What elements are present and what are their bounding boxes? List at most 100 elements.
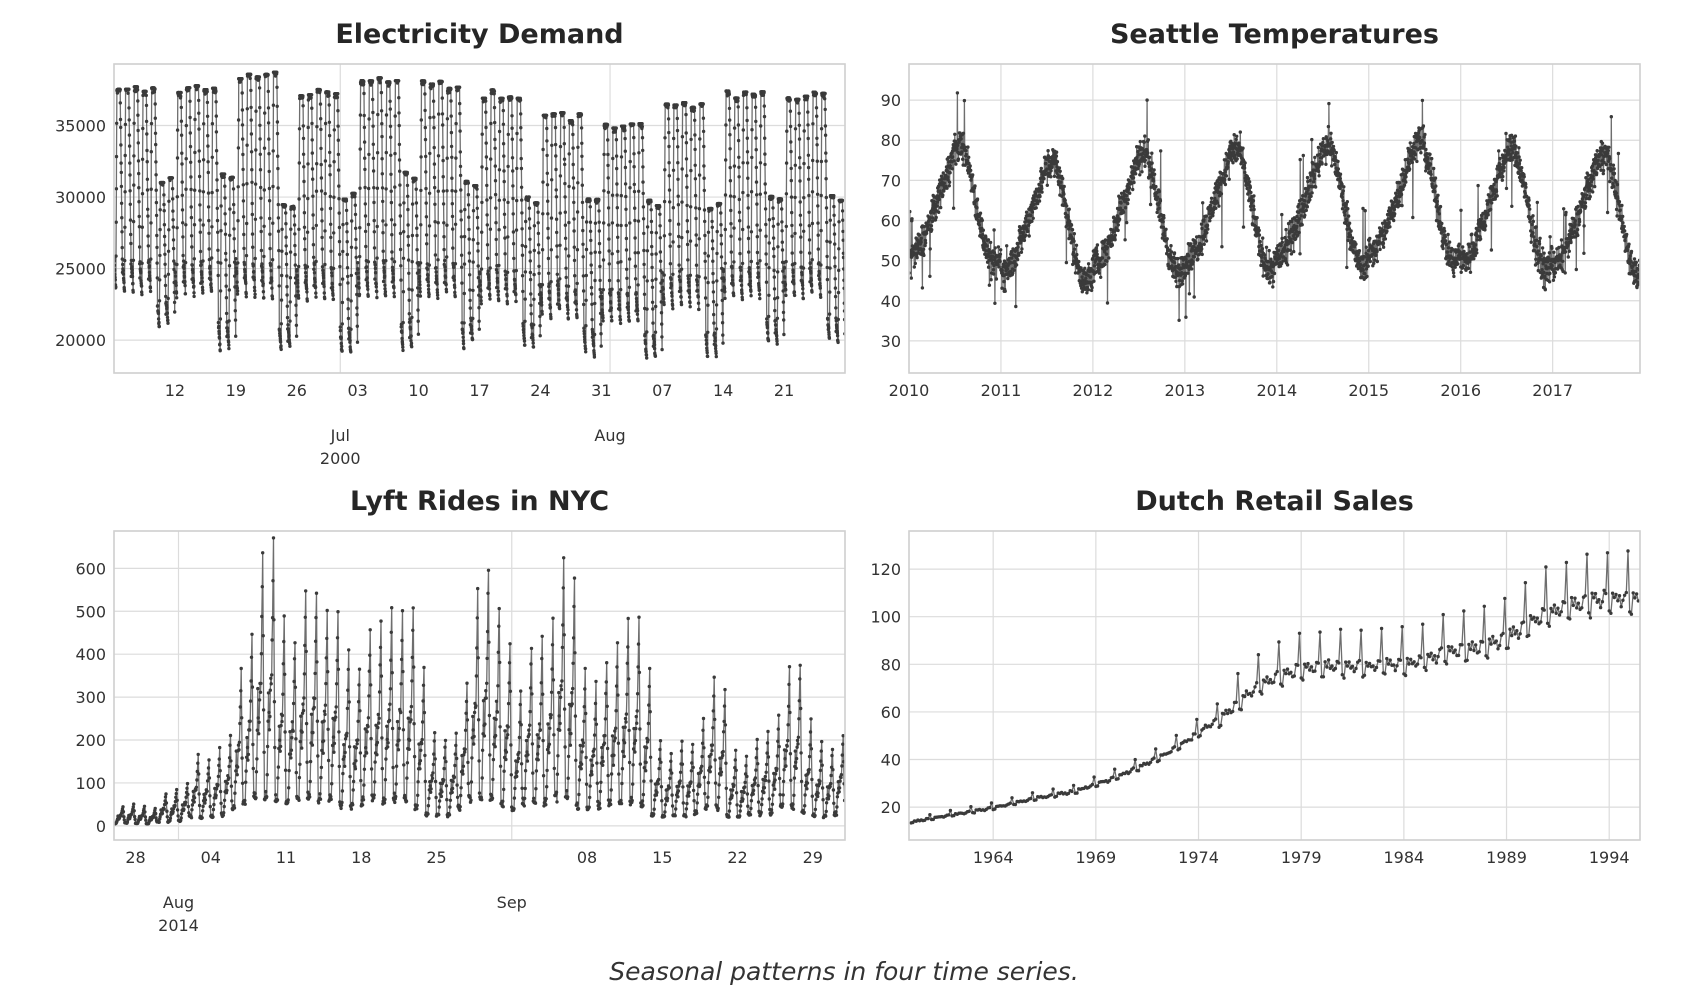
data-point: [703, 219, 707, 224]
data-point: [502, 154, 506, 158]
data-point: [506, 235, 510, 239]
data-point: [1072, 239, 1076, 243]
data-point: [598, 250, 602, 255]
data-point: [339, 335, 343, 340]
data-point: [276, 154, 280, 158]
data-point: [817, 261, 821, 265]
data-point: [270, 286, 274, 290]
data-point: [738, 219, 742, 223]
data-point: [1100, 256, 1105, 260]
data-point: [407, 298, 411, 302]
data-point: [189, 175, 193, 179]
data-point: [705, 350, 709, 355]
data-point: [515, 166, 519, 171]
data-point: [192, 284, 196, 288]
data-point: [382, 265, 386, 270]
data-point: [163, 252, 167, 256]
data-point: [501, 96, 505, 101]
data-point: [973, 202, 977, 206]
data-point: [349, 273, 353, 278]
data-point: [755, 250, 760, 255]
chart-title: Seattle Temperatures: [1110, 19, 1439, 50]
data-point: [527, 195, 531, 199]
data-point: [145, 177, 150, 181]
data-point: [667, 130, 671, 135]
data-point: [383, 283, 387, 287]
data-point: [344, 199, 349, 203]
data-point: [710, 239, 715, 243]
data-point: [662, 297, 666, 301]
data-point: [999, 248, 1003, 252]
data-point: [419, 188, 423, 193]
data-point: [136, 128, 140, 133]
data-point: [163, 274, 167, 278]
data-point: [764, 280, 769, 284]
data-point: [336, 92, 340, 96]
data-point: [467, 251, 471, 255]
data-point: [114, 254, 118, 258]
data-point: [739, 278, 743, 283]
data-point: [687, 288, 691, 293]
data-point: [791, 274, 795, 278]
data-point: [991, 268, 996, 272]
data-point: [129, 232, 133, 237]
data-point: [737, 210, 742, 214]
data-point: [123, 225, 127, 229]
data-point: [658, 250, 663, 254]
data-point: [475, 195, 479, 199]
data-point: [1022, 238, 1027, 243]
data-point: [496, 286, 500, 290]
data-point: [432, 175, 437, 180]
data-point: [617, 299, 621, 303]
data-point: [206, 191, 211, 195]
data-point: [600, 310, 605, 315]
data-point: [434, 274, 439, 278]
data-point: [461, 341, 466, 346]
data-point: [619, 193, 623, 198]
data-point: [939, 174, 944, 178]
data-point: [832, 204, 836, 209]
data-point: [149, 257, 153, 261]
data-point: [581, 274, 586, 278]
data-point: [304, 278, 308, 282]
data-point: [147, 270, 152, 275]
data-point: [702, 164, 706, 168]
y-tick-label: 90: [881, 91, 901, 110]
data-point: [1019, 240, 1023, 245]
data-point: [155, 276, 159, 280]
data-point: [235, 271, 239, 276]
data-point: [494, 221, 498, 225]
data-point: [193, 117, 197, 122]
data-point: [423, 125, 427, 130]
data-point: [426, 280, 430, 284]
data-point: [399, 325, 403, 329]
data-point: [480, 230, 484, 234]
data-point: [602, 221, 606, 225]
data-point: [470, 337, 475, 342]
data-point: [305, 230, 310, 234]
data-point: [547, 282, 551, 286]
data-point: [356, 267, 360, 271]
data-point: [127, 118, 131, 122]
data-point: [1127, 186, 1132, 190]
data-point: [338, 264, 342, 269]
data-point: [362, 91, 366, 96]
data-point: [955, 91, 960, 95]
data-point: [1051, 162, 1056, 166]
data-point: [224, 311, 229, 316]
data-point: [579, 126, 584, 130]
x-tick-label: 2016: [1440, 381, 1481, 400]
data-point: [688, 273, 693, 277]
data-point: [685, 230, 690, 234]
data-point: [633, 206, 637, 210]
data-point: [493, 120, 497, 125]
data-point: [319, 117, 323, 121]
data-point: [476, 226, 480, 230]
data-point: [670, 294, 674, 298]
data-point: [355, 306, 359, 310]
data-point: [1055, 160, 1060, 164]
data-point: [297, 161, 301, 165]
data-point: [660, 279, 665, 283]
data-point: [558, 144, 563, 149]
data-point: [485, 198, 489, 202]
